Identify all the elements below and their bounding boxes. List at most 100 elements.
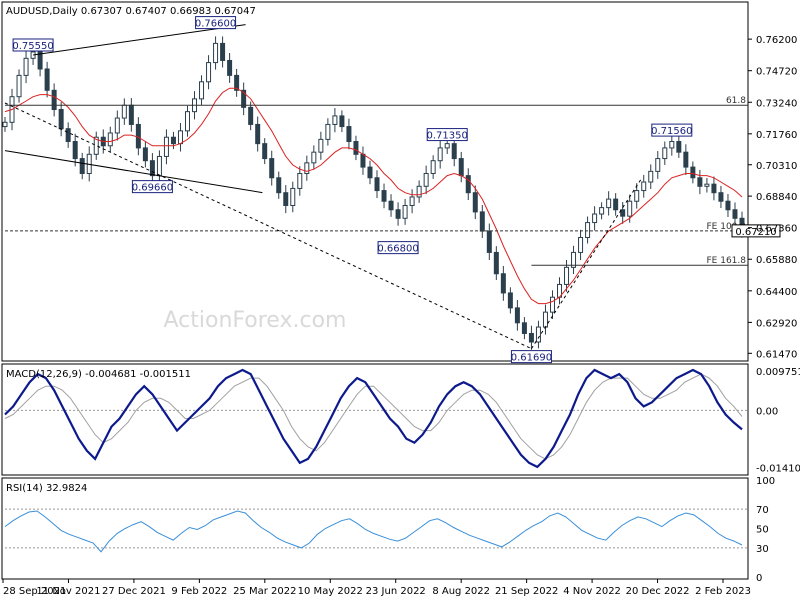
price-candle <box>599 207 605 215</box>
price-candle <box>72 141 78 160</box>
price-candle <box>2 121 8 128</box>
price-candle <box>507 292 513 309</box>
price-tick-label: 0.62920 <box>756 318 797 329</box>
price-candle <box>683 151 689 168</box>
price-candle <box>65 128 71 143</box>
price-candle <box>458 158 464 177</box>
price-candle <box>571 251 577 268</box>
x-tick-label: 9 Feb 2022 <box>171 586 227 597</box>
price-candle <box>416 185 422 198</box>
price-tick-label: 0.74720 <box>756 67 797 78</box>
x-tick-label: 25 Mar 2022 <box>233 586 296 597</box>
horizontal-level-label: FE 161.8 <box>707 256 747 266</box>
price-candle <box>381 190 387 202</box>
price-candle <box>199 81 205 100</box>
price-candle <box>79 158 85 175</box>
rsi-tick-label: 30 <box>756 544 769 555</box>
price-candle <box>521 322 527 334</box>
price-candle <box>93 136 99 155</box>
price-candle <box>732 209 738 219</box>
price-candle <box>697 177 703 187</box>
price-candle <box>318 138 324 153</box>
horizontal-level-label: FE 100.0 <box>707 222 747 232</box>
price-candle <box>606 198 612 209</box>
price-candle <box>542 311 548 328</box>
macd-line <box>4 368 743 469</box>
price-candle <box>107 132 113 147</box>
price-label-text: 0.69660 <box>132 183 173 194</box>
price-candle <box>402 204 408 219</box>
price-candle <box>430 160 436 175</box>
price-candle <box>58 109 64 130</box>
price-candle <box>360 153 366 168</box>
macd-panel: 0.009751 0.00 -0.014107 <box>4 367 800 474</box>
price-candle <box>311 151 317 164</box>
price-candle <box>206 62 212 83</box>
price-candle <box>648 170 654 183</box>
rsi-tick-label: 0 <box>756 573 762 584</box>
price-candle <box>444 143 450 149</box>
price-label-text: 0.75550 <box>12 41 53 52</box>
price-candle <box>620 209 626 217</box>
price-label-box <box>377 241 419 255</box>
price-tick-label: 0.65880 <box>756 255 797 266</box>
watermark: ActionForex.com <box>164 308 347 333</box>
price-candle <box>177 130 183 145</box>
price-candle <box>564 266 570 285</box>
symbol-label: AUDUSD,Daily <box>6 6 78 17</box>
lower-channel-line <box>4 150 263 194</box>
price-tick-label: 0.61470 <box>756 349 797 360</box>
price-candle <box>128 104 134 125</box>
price-candle <box>662 147 668 160</box>
price-candle <box>367 166 373 179</box>
price-candle <box>149 160 155 177</box>
price-candle <box>325 123 331 140</box>
moving-average-line <box>4 87 743 305</box>
price-label-box <box>12 38 54 52</box>
price-candle <box>493 251 499 275</box>
price-candle <box>184 111 190 132</box>
price-label-box <box>651 123 693 137</box>
rsi-tick-label: 100 <box>756 476 775 487</box>
price-label-text: 0.71560 <box>651 126 692 137</box>
rsi-tick-label: 70 <box>756 505 769 516</box>
price-label-box <box>510 350 552 364</box>
price-label-text: 0.76600 <box>195 19 236 30</box>
x-tick-label: 21 Sep 2022 <box>495 586 558 597</box>
price-candle <box>142 147 148 162</box>
price-candle <box>718 192 724 202</box>
price-tick-label: 0.68840 <box>756 192 797 203</box>
horizontal-level-label: 61.8 <box>726 96 746 106</box>
price-candle <box>641 181 647 192</box>
macd-panel-frame <box>1 363 749 476</box>
rsi-line <box>4 510 743 553</box>
price-candle <box>395 209 401 219</box>
price-candle <box>353 141 359 155</box>
price-candle <box>332 115 338 125</box>
price-candle <box>613 198 619 211</box>
current-price-box <box>731 224 781 238</box>
price-label-text: 0.66800 <box>377 244 418 255</box>
price-candle <box>339 115 345 128</box>
price-candle <box>241 89 247 108</box>
price-candle <box>409 196 415 206</box>
macd-tick-label: 0.009751 <box>756 367 800 378</box>
price-label-box <box>426 128 468 142</box>
macd-title: MACD(12,26,9) -0.004681 -0.001511 <box>6 369 191 380</box>
x-tick-label: 28 Sep 2021 <box>3 586 66 597</box>
ohlc-values: 0.67307 0.67407 0.66983 0.67047 <box>81 6 256 17</box>
price-candle <box>451 143 457 160</box>
price-candle <box>262 143 268 160</box>
price-label-box <box>195 16 237 30</box>
price-candle <box>220 42 226 61</box>
chart-header: AUDUSD,Daily 0.67307 0.67407 0.66983 0.6… <box>6 6 256 17</box>
x-tick-label: 2 Feb 2023 <box>695 586 751 597</box>
price-candle <box>514 307 520 324</box>
price-candle <box>346 126 352 143</box>
price-candle <box>290 187 296 206</box>
price-candle <box>283 192 289 206</box>
price-candle <box>269 158 275 179</box>
